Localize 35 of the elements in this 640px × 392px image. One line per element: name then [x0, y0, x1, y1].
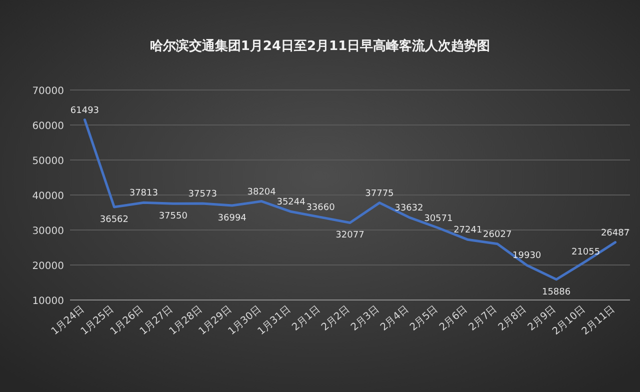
data-label: 37550 [158, 212, 188, 222]
data-label: 26487 [600, 228, 630, 238]
y-tick-label: 20000 [32, 261, 64, 272]
y-tick-label: 30000 [32, 226, 64, 237]
data-label: 30571 [424, 214, 453, 224]
y-tick-label: 60000 [32, 121, 64, 132]
x-tick-label: 2月4日 [378, 304, 411, 334]
data-label: 35244 [276, 198, 306, 208]
x-tick-label: 2月3日 [349, 304, 382, 334]
data-label: 61493 [70, 106, 100, 116]
data-label: 33632 [394, 203, 424, 214]
y-tick-label: 50000 [32, 156, 64, 167]
x-tick-label: 2月7日 [467, 304, 500, 334]
y-tick-label: 40000 [32, 191, 64, 202]
data-label: 27241 [454, 226, 482, 236]
data-label: 32077 [336, 230, 364, 241]
data-label: 36994 [218, 214, 247, 224]
data-label: 37813 [129, 188, 158, 199]
x-tick-label: 2月5日 [408, 304, 440, 334]
data-label: 38204 [247, 187, 276, 198]
x-tick-label: 2月6日 [438, 304, 470, 334]
y-tick-label: 10000 [32, 296, 64, 307]
data-label: 21055 [571, 247, 600, 258]
data-label: 37573 [188, 189, 217, 200]
data-label: 37775 [365, 188, 394, 199]
x-tick-label: 2月8日 [496, 304, 529, 334]
y-tick-label: 70000 [32, 86, 64, 97]
chart-title: 哈尔滨交通集团1月24日至2月11日早高峰客流人次趋势图 [150, 38, 490, 54]
x-tick-label: 2月2日 [320, 304, 352, 334]
data-label: 36562 [100, 215, 129, 226]
data-label: 15886 [542, 287, 571, 298]
data-label: 33660 [306, 203, 336, 214]
data-label: 19930 [512, 251, 542, 262]
x-tick-label: 2月1日 [290, 304, 322, 334]
data-label: 26027 [483, 230, 512, 240]
